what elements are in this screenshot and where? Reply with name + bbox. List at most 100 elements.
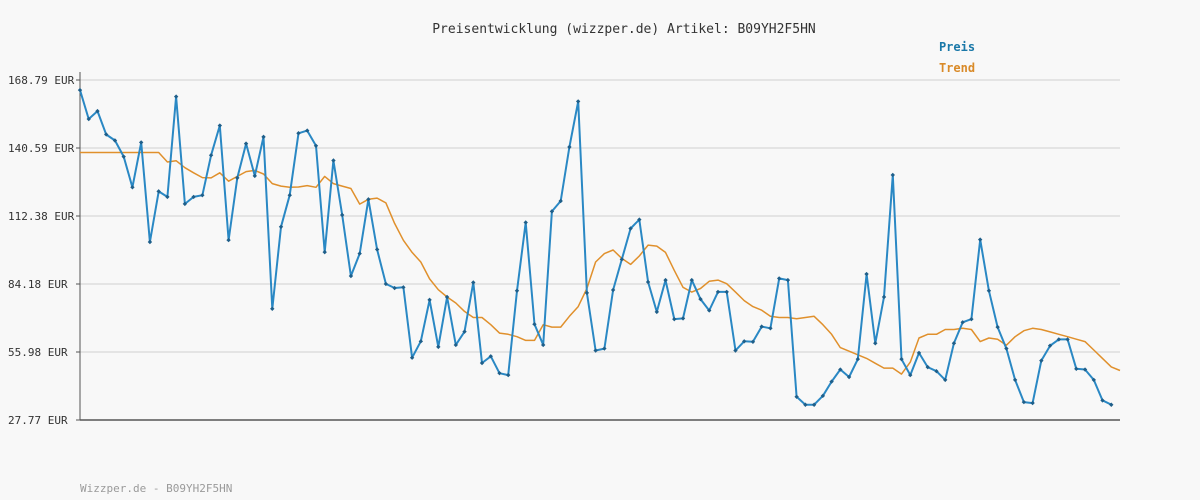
price-point	[1030, 400, 1035, 406]
price-point	[584, 290, 590, 296]
price-point	[637, 217, 642, 222]
price-point	[715, 289, 721, 295]
chart-legend: Preis Trend	[939, 40, 975, 75]
price-point	[305, 128, 310, 133]
price-point	[855, 356, 861, 362]
price-point	[427, 297, 432, 303]
price-point	[339, 212, 345, 218]
price-point	[645, 279, 651, 285]
series-lines	[77, 87, 1121, 407]
price-point	[392, 285, 397, 291]
price-point	[759, 324, 764, 329]
price-point	[278, 224, 284, 230]
price-point	[908, 372, 913, 378]
price-point	[881, 294, 887, 300]
footer-attribution: Wizzper.de - B09YH2F5HN	[80, 482, 232, 495]
price-point	[1004, 346, 1009, 351]
price-point	[138, 140, 144, 145]
price-point	[864, 271, 869, 277]
price-point	[873, 341, 878, 346]
price-point	[104, 132, 109, 137]
price-point	[1074, 366, 1079, 372]
price-point	[217, 123, 223, 128]
legend-trend: Trend	[939, 61, 975, 75]
y-tick-label: 27.77 EUR	[8, 414, 68, 427]
price-point	[1082, 367, 1088, 372]
price-point	[925, 364, 930, 370]
price-point	[750, 339, 756, 345]
price-point	[147, 239, 153, 245]
price-point	[374, 247, 380, 252]
price-point	[479, 360, 485, 366]
price-point	[811, 402, 817, 407]
price-point	[270, 306, 275, 311]
price-point	[733, 348, 738, 353]
price-point	[462, 329, 467, 334]
price-point	[296, 131, 301, 136]
price-point	[287, 193, 292, 198]
price-point	[549, 209, 555, 214]
price-point	[593, 348, 598, 353]
y-tick-label: 168.79 EUR	[8, 74, 75, 87]
price-point	[1047, 343, 1053, 348]
price-point	[1109, 402, 1114, 407]
price-point	[77, 87, 83, 93]
price-point	[409, 355, 415, 360]
price-point	[514, 288, 520, 293]
grid-lines	[80, 79, 1120, 353]
price-point	[173, 94, 179, 99]
price-point	[418, 339, 424, 344]
price-point	[846, 374, 852, 380]
chart-title: Preisentwicklung (wizzper.de) Artikel: B…	[432, 22, 816, 37]
price-point	[471, 280, 476, 285]
price-point	[794, 394, 799, 399]
price-point	[506, 372, 511, 378]
price-point	[899, 356, 904, 362]
price-point	[191, 194, 196, 200]
y-tick-label: 112.38 EUR	[8, 210, 75, 223]
y-tick-label: 140.59 EUR	[8, 142, 75, 155]
price-point	[680, 316, 686, 321]
legend-price: Preis	[939, 40, 975, 54]
price-point	[829, 379, 834, 384]
price-point	[156, 189, 161, 194]
price-point	[165, 194, 170, 200]
price-point	[322, 249, 327, 255]
y-tick-labels: 168.79 EUR 140.59 EUR 112.38 EUR 84.18 EUR 5…	[8, 74, 80, 427]
price-point	[602, 346, 607, 351]
price-point	[977, 237, 983, 242]
price-point	[969, 316, 974, 322]
price-point	[86, 116, 91, 122]
y-tick-label: 84.18 EUR	[8, 278, 68, 291]
price-point	[820, 393, 826, 399]
price-point	[776, 276, 782, 281]
price-point	[112, 138, 118, 143]
price-point	[724, 289, 729, 295]
price-point	[768, 326, 773, 331]
price-point	[1056, 337, 1062, 342]
price-point	[252, 173, 257, 179]
price-point	[951, 341, 957, 346]
price-point	[672, 316, 677, 322]
price-point	[540, 342, 546, 348]
price-point	[610, 287, 616, 293]
price-point	[497, 370, 502, 376]
price-point	[130, 185, 135, 190]
price-point	[619, 257, 625, 262]
price-point	[803, 402, 808, 407]
price-point	[986, 288, 992, 293]
price-point	[523, 220, 528, 225]
price-point	[182, 201, 188, 207]
price-point	[95, 108, 100, 114]
price-point	[628, 226, 633, 231]
price-point	[208, 152, 214, 158]
price-point	[226, 237, 231, 243]
price-point	[1065, 337, 1070, 342]
price-point	[1091, 377, 1096, 383]
price-point	[261, 134, 266, 140]
price-point	[444, 294, 450, 300]
price-point	[436, 344, 441, 350]
price-point	[331, 158, 336, 163]
price-point	[995, 324, 1000, 330]
price-point	[689, 277, 694, 283]
